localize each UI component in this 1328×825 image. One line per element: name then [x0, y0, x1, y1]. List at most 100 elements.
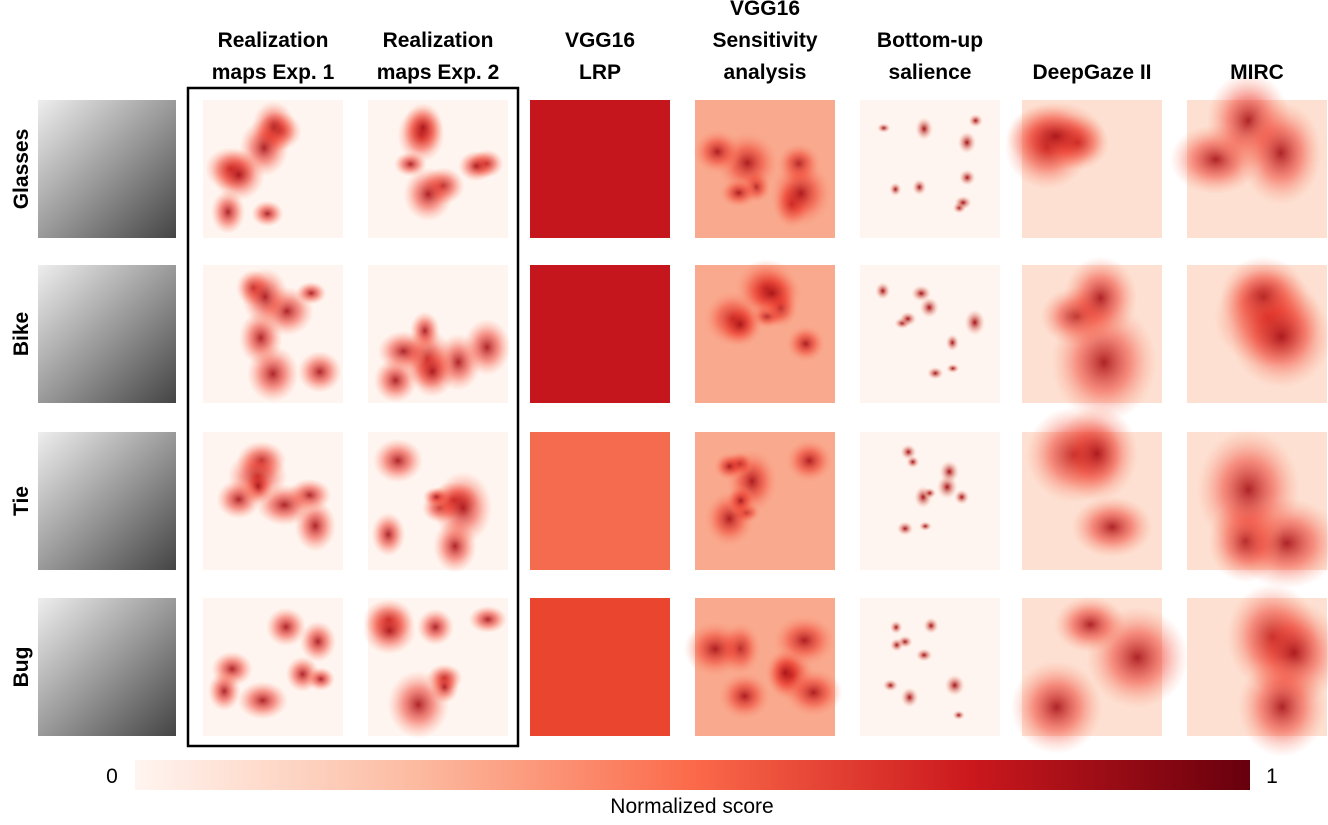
heat-blob — [1071, 496, 1153, 558]
heat-blob — [1055, 405, 1139, 502]
heat-blob — [295, 281, 327, 305]
highlight-box — [186, 86, 520, 748]
heat-blob — [923, 487, 937, 499]
heat-blob — [719, 178, 758, 208]
heat-blob — [876, 123, 891, 133]
heat-blob — [371, 512, 406, 557]
heat-blob — [1010, 660, 1103, 754]
heat-blob — [684, 621, 747, 677]
heatmap — [530, 432, 670, 570]
object-photo — [38, 265, 176, 403]
heat-blob — [785, 439, 833, 483]
heat-blob — [1063, 256, 1138, 340]
heat-blob — [896, 521, 914, 536]
heatmap — [530, 100, 670, 238]
column-header: MIRC — [1230, 61, 1284, 84]
heat-blob — [297, 350, 342, 393]
heat-blob — [255, 483, 314, 526]
heat-blob — [693, 129, 742, 174]
column-header: Sensitivity — [712, 29, 817, 52]
heat-blob — [927, 366, 944, 380]
object-photo — [38, 432, 176, 570]
heatmap-grid — [38, 72, 1328, 758]
heat-blob — [713, 452, 745, 481]
heat-blob — [718, 672, 771, 720]
heat-blob — [299, 620, 337, 663]
column-header: maps Exp. 2 — [377, 61, 500, 84]
heat-blob — [889, 620, 903, 634]
heat-blob — [954, 195, 972, 210]
heat-blob — [912, 179, 927, 196]
row-label: Tie — [10, 486, 33, 516]
heat-blob — [900, 444, 917, 460]
row-label: Bug — [10, 647, 33, 688]
heat-blob — [212, 149, 265, 201]
column-header: salience — [889, 61, 972, 84]
colorbar-max: 1 — [1266, 765, 1278, 788]
column-header: maps Exp. 1 — [212, 61, 335, 84]
colorbar-label: Normalized score — [610, 795, 773, 818]
heat-blob — [889, 182, 902, 197]
object-photo — [38, 598, 176, 736]
heat-blob — [923, 617, 939, 634]
heat-blob — [216, 479, 261, 520]
row-label: Bike — [10, 312, 33, 356]
heat-blob — [958, 169, 976, 186]
row-label: Glasses — [10, 129, 33, 210]
heat-blob — [403, 167, 454, 222]
column-header: VGG16 — [730, 0, 800, 20]
heat-blob — [964, 309, 986, 336]
heat-blob — [765, 648, 806, 697]
heat-blob — [306, 667, 335, 691]
heat-blob — [889, 638, 904, 652]
heat-blob — [416, 608, 454, 646]
heat-blob — [952, 710, 965, 720]
heat-blob — [786, 325, 826, 362]
heat-blob — [393, 151, 427, 177]
column-header: analysis — [724, 61, 807, 84]
heat-blob — [1050, 302, 1157, 423]
column-header: LRP — [579, 61, 621, 84]
heat-blob — [246, 345, 299, 403]
column-header: DeepGaze II — [1032, 61, 1151, 84]
heat-blob — [944, 674, 965, 697]
heat-blob — [1054, 596, 1127, 653]
heat-blob — [968, 113, 983, 128]
heat-blob — [1230, 285, 1328, 389]
heat-blob — [387, 670, 450, 739]
heat-blob — [433, 471, 493, 545]
heat-blob — [458, 150, 495, 182]
heat-blob — [945, 334, 960, 352]
heat-blob — [468, 605, 508, 634]
heat-blob — [957, 131, 977, 154]
heat-blob — [265, 607, 307, 647]
heat-blob — [463, 318, 511, 376]
heat-blob — [918, 521, 932, 532]
column-header: VGG16 — [565, 29, 635, 52]
heat-blob — [915, 648, 933, 662]
object-photo — [38, 100, 176, 238]
heat-blob — [1239, 101, 1323, 206]
heat-blob — [770, 159, 832, 227]
heat-blob — [741, 269, 802, 318]
heat-blob — [251, 200, 284, 227]
heat-blob — [237, 681, 289, 720]
heat-blob — [362, 606, 417, 655]
heat-blob — [725, 485, 756, 516]
heat-blob — [899, 311, 917, 327]
heatmap — [530, 598, 670, 736]
heat-blob — [911, 285, 932, 302]
heat-blob — [210, 190, 246, 235]
heat-blob — [939, 460, 960, 483]
heat-blob — [207, 671, 241, 712]
heat-blob — [377, 330, 430, 373]
column-header: Realization — [218, 29, 329, 52]
heat-blob — [954, 489, 970, 505]
heat-blob — [717, 301, 763, 348]
heat-blob — [946, 363, 960, 374]
colorbar — [135, 760, 1250, 790]
heat-blob — [919, 297, 939, 318]
heat-blob — [900, 687, 919, 708]
column-header: Bottom-up — [877, 29, 983, 52]
